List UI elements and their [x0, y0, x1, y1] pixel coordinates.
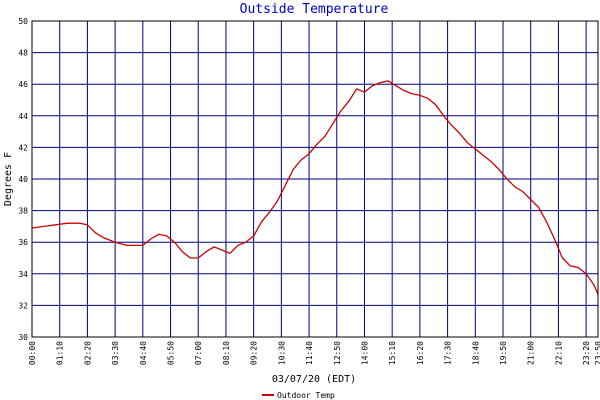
x-tick-label: 04:40	[139, 341, 148, 365]
y-tick-label: 44	[18, 112, 28, 121]
x-tick-label: 18:40	[471, 341, 480, 365]
legend: Outdoor Temp	[262, 391, 335, 400]
x-tick-label: 15:10	[388, 341, 397, 365]
x-tick-label: 16:20	[416, 341, 425, 365]
y-tick-label: 48	[18, 49, 28, 58]
x-tick-label: 22:10	[554, 341, 563, 365]
y-axis-label: Degrees F	[3, 152, 14, 206]
x-tick-label: 14:00	[360, 341, 369, 365]
x-tick-label: 07:00	[194, 341, 203, 365]
x-tick-label: 00:00	[28, 341, 37, 365]
x-tick-label-end: 23:50	[594, 341, 600, 365]
x-tick-label: 23:20	[582, 341, 591, 365]
x-tick-label: 03:30	[111, 341, 120, 365]
y-tick-label: 46	[18, 80, 28, 89]
y-tick-label: 36	[18, 238, 28, 247]
x-tick-label: 09:20	[250, 341, 259, 365]
x-tick-label: 11:40	[305, 341, 314, 365]
y-axis-ticks: 30 32 34 36 38 40 42 44 46 48 50	[18, 17, 28, 342]
x-tick-label: 02:20	[83, 341, 92, 365]
grid-lines	[32, 21, 598, 337]
x-tick-label: 17:30	[444, 341, 453, 365]
y-tick-label: 50	[18, 17, 28, 26]
x-tick-label: 12:50	[333, 341, 342, 365]
x-tick-label: 05:50	[167, 341, 176, 365]
series-line-outdoor-temp	[31, 80, 599, 295]
x-tick-label: 21:00	[527, 341, 536, 365]
chart-title: Outside Temperature	[240, 2, 389, 17]
y-tick-label: 42	[18, 143, 28, 152]
x-tick-label: 10:30	[277, 341, 286, 365]
x-tick-label: 01:10	[56, 341, 65, 365]
plot-border	[31, 20, 599, 338]
x-axis-label: 03/07/20 (EDT)	[272, 374, 356, 385]
y-tick-label: 40	[18, 175, 28, 184]
y-tick-label: 34	[18, 270, 28, 279]
x-tick-label: 08:10	[222, 341, 231, 365]
y-tick-label: 38	[18, 207, 28, 216]
legend-label: Outdoor Temp	[277, 391, 335, 400]
x-axis-ticks: 00:00 01:10 02:20 03:30 04:40 05:50 07:00 08:10…	[28, 341, 600, 365]
y-tick-label: 30	[18, 333, 28, 342]
x-tick-label: 19:50	[499, 341, 508, 365]
y-tick-label: 32	[18, 301, 28, 310]
